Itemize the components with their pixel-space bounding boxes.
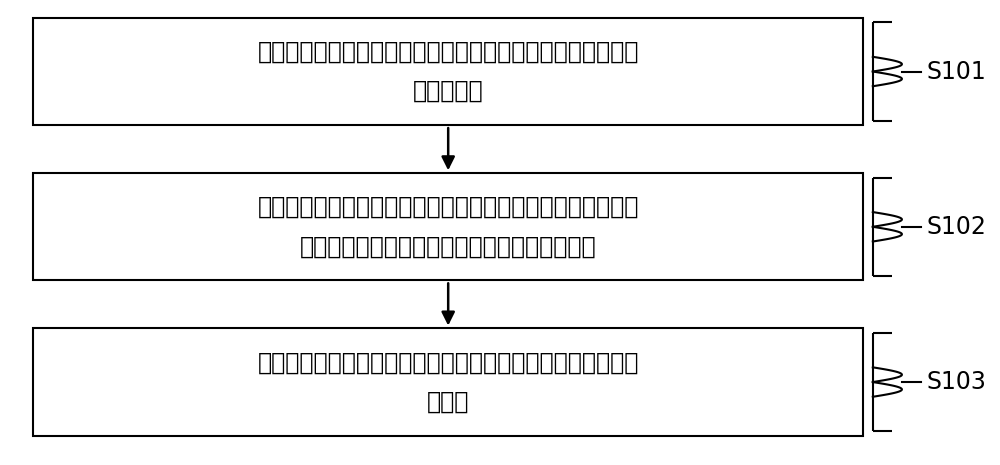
Text: S101: S101 bbox=[926, 60, 986, 84]
Text: 在所述目标人员满足告警条件时，发送针对所述目标人员的告
警信息: 在所述目标人员满足告警条件时，发送针对所述目标人员的告 警信息 bbox=[258, 351, 639, 414]
Text: 在接收到人员标识装置的识别信号时，确定所述人员标识装置
的定位位置: 在接收到人员标识装置的识别信号时，确定所述人员标识装置 的定位位置 bbox=[258, 40, 639, 103]
FancyBboxPatch shape bbox=[33, 18, 863, 125]
Text: 根据所述定位位置、掘进设备的工作区域以及所述掘进设备的
工作状态，判断所述目标人员是否满足告警条件: 根据所述定位位置、掘进设备的工作区域以及所述掘进设备的 工作状态，判断所述目标人… bbox=[258, 195, 639, 259]
FancyBboxPatch shape bbox=[33, 173, 863, 280]
FancyBboxPatch shape bbox=[33, 328, 863, 436]
Text: S102: S102 bbox=[926, 215, 986, 239]
Text: S103: S103 bbox=[926, 370, 986, 394]
